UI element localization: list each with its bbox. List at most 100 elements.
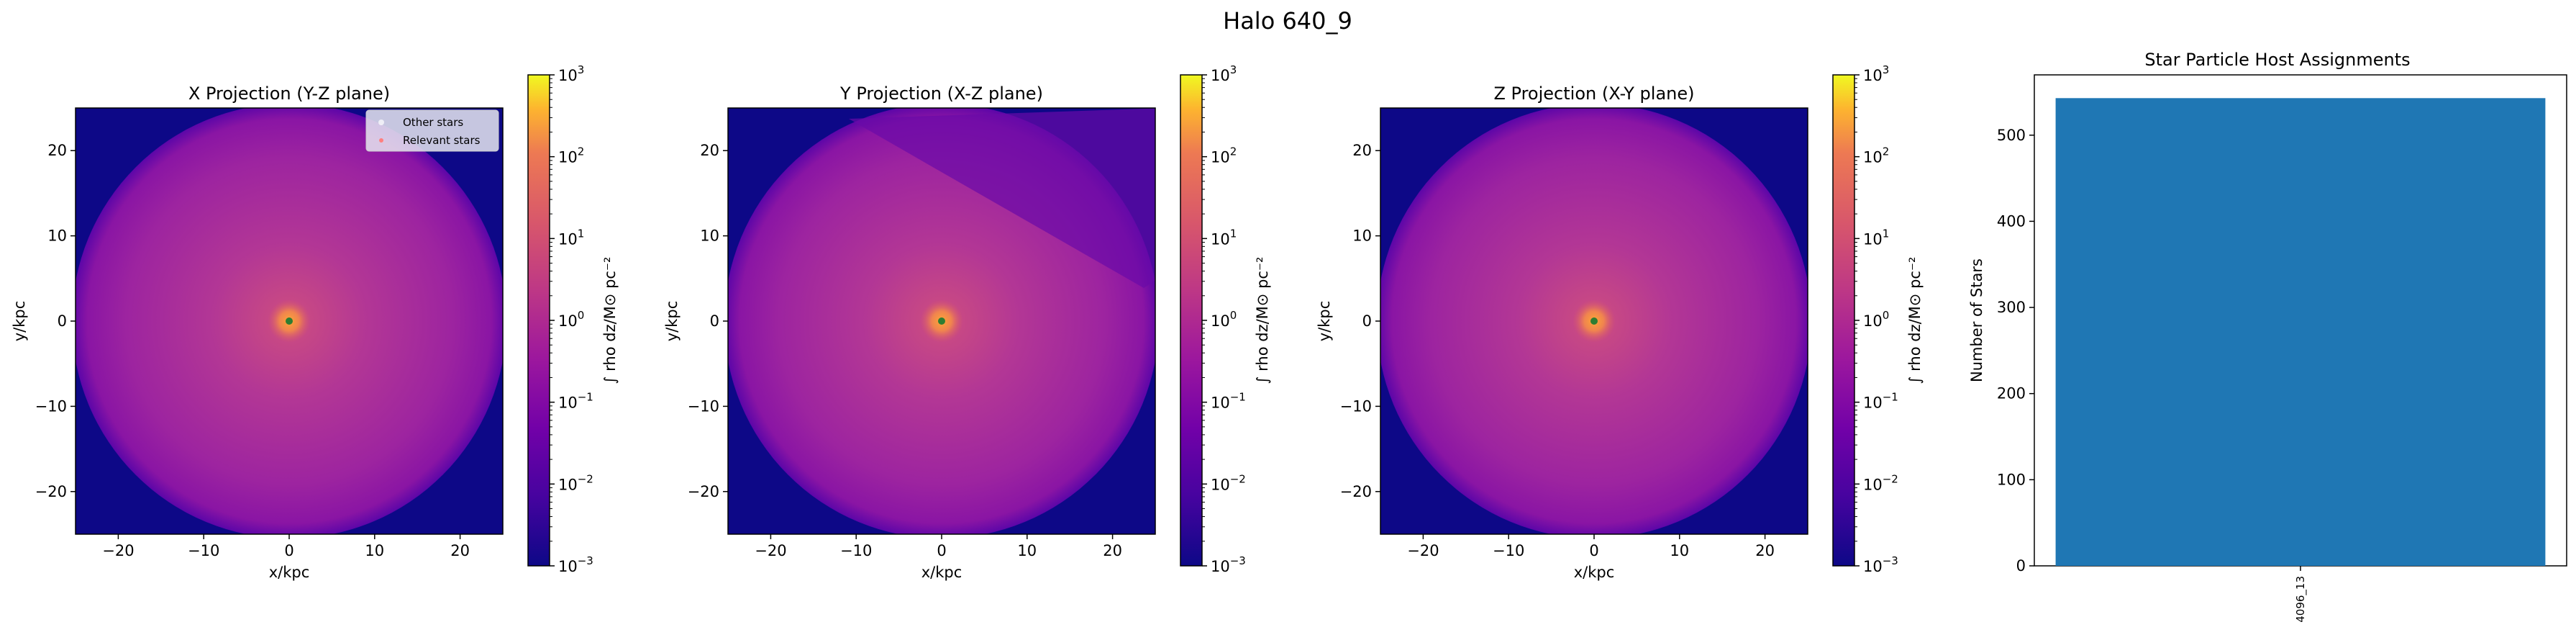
colorbar bbox=[527, 74, 550, 567]
colorbar-tick-label: 10−1 bbox=[558, 391, 593, 412]
y-tick-label: −20 bbox=[1340, 483, 1372, 500]
colorbar-tick-label: 103 bbox=[558, 63, 584, 84]
y-axis-label: y/kpc bbox=[11, 301, 28, 342]
x-tick-label: 0 bbox=[284, 542, 293, 559]
y-tick-label: 10 bbox=[47, 227, 67, 245]
y-tick-label: 0 bbox=[1362, 312, 1372, 330]
colorbar-tick-label: 101 bbox=[1863, 227, 1889, 248]
relevant-stars-marker bbox=[938, 317, 945, 325]
y-ticks: −20 −10 0 10 20 bbox=[35, 142, 76, 500]
colorbar-tick-label: 100 bbox=[558, 309, 584, 330]
x-axis-label: x/kpc bbox=[1574, 564, 1615, 581]
bar-y-tick-label: 400 bbox=[1997, 212, 2026, 230]
bar-y-tick-label: 300 bbox=[1997, 299, 2026, 316]
relevant-stars-marker bbox=[286, 317, 293, 325]
colorbar-tick-label: 10−1 bbox=[1863, 391, 1898, 412]
panel-title: X Projection (Y-Z plane) bbox=[188, 84, 390, 104]
colorbar-ticks: 103 102 101 100 10−1 10−2 10−3 bbox=[1854, 63, 1898, 575]
panel-z-projection: Z Projection (X-Y plane) x/kpc y/kpc −20… bbox=[1316, 63, 1924, 581]
colorbar-tick-label: 10−2 bbox=[1863, 472, 1898, 493]
y-tick-label: −10 bbox=[35, 397, 67, 415]
colorbar-tick-label: 10−2 bbox=[1211, 472, 1246, 493]
x-tick-label: −20 bbox=[1407, 542, 1439, 559]
y-axis-label: y/kpc bbox=[1316, 301, 1333, 342]
x-tick-label: −10 bbox=[188, 542, 219, 559]
bar-y-tick-label: 200 bbox=[1997, 385, 2026, 402]
colorbar-ticks: 103 102 101 100 10−1 10−2 10−3 bbox=[1202, 63, 1246, 575]
x-tick-label: −10 bbox=[1493, 542, 1524, 559]
x-tick-label: 20 bbox=[1755, 542, 1775, 559]
x-tick-label: 20 bbox=[1103, 542, 1122, 559]
colorbar-tick-label: 10−2 bbox=[558, 472, 593, 493]
x-tick-label: −20 bbox=[755, 542, 786, 559]
x-axis-label: x/kpc bbox=[921, 564, 962, 581]
colorbar-tick-label: 102 bbox=[558, 145, 584, 166]
density-shadow-region bbox=[849, 108, 1155, 288]
y-tick-label: 10 bbox=[1352, 227, 1372, 245]
colorbar-tick-label: 100 bbox=[1863, 309, 1889, 330]
colorbar-tick-label: 10−3 bbox=[1863, 554, 1898, 575]
y-tick-label: 20 bbox=[47, 142, 67, 159]
y-tick-label: 10 bbox=[700, 227, 719, 245]
colorbar-tick-label: 100 bbox=[1211, 309, 1237, 330]
y-tick-label: −10 bbox=[688, 397, 719, 415]
colorbar-tick-label: 101 bbox=[1211, 227, 1237, 248]
relevant-stars-marker bbox=[1590, 317, 1598, 325]
x-tick-label: 20 bbox=[450, 542, 470, 559]
colorbar-tick-label: 10−3 bbox=[1211, 554, 1246, 575]
panel-title: Z Projection (X-Y plane) bbox=[1493, 84, 1694, 104]
x-ticks: −20 −10 0 10 20 bbox=[1407, 534, 1775, 559]
colorbar-tick-label: 10−3 bbox=[558, 554, 593, 575]
bar bbox=[2055, 98, 2546, 566]
legend-label-relevant: Relevant stars bbox=[403, 134, 481, 147]
x-ticks: −20 −10 0 10 20 bbox=[755, 534, 1122, 559]
x-tick-label: 10 bbox=[365, 542, 384, 559]
colorbar-tick-label: 102 bbox=[1863, 145, 1889, 166]
panel-y-projection: Y Projection (X-Z plane) x/kpc y/kpc −20… bbox=[663, 63, 1271, 581]
x-ticks: −20 −10 0 10 20 bbox=[102, 534, 470, 559]
x-axis-label: x/kpc bbox=[269, 564, 310, 581]
panel-x-projection: X Projection (Y-Z plane) Other stars Rel… bbox=[11, 63, 619, 581]
y-tick-label: 20 bbox=[700, 142, 719, 159]
legend-marker-relevant bbox=[379, 138, 383, 143]
panel-host-assignments: Star Particle Host Assignments Number of… bbox=[1968, 50, 2567, 623]
bar-y-axis-label: Number of Stars bbox=[1968, 258, 1985, 382]
y-tick-label: −20 bbox=[688, 483, 719, 500]
x-tick-label: −10 bbox=[840, 542, 872, 559]
y-tick-label: 20 bbox=[1352, 142, 1372, 159]
colorbar-tick-label: 103 bbox=[1863, 63, 1889, 84]
bar-x-tick-label: 4096_13 bbox=[2294, 576, 2308, 623]
bar-marks bbox=[2055, 98, 2546, 566]
bar-y-ticks: 0 100 200 300 400 500 bbox=[1997, 127, 2034, 574]
x-tick-label: 0 bbox=[937, 542, 946, 559]
colorbar bbox=[1180, 74, 1203, 567]
figure-title: Halo 640_9 bbox=[1223, 7, 1352, 35]
colorbar-tick-label: 101 bbox=[558, 227, 584, 248]
colorbar bbox=[1832, 74, 1855, 567]
y-tick-label: −20 bbox=[35, 483, 67, 500]
x-tick-label: 10 bbox=[1017, 542, 1037, 559]
y-tick-label: 0 bbox=[710, 312, 719, 330]
colorbar-label: ∫ rho dz/M⊙ pc⁻² bbox=[1254, 257, 1271, 384]
legend-label-other: Other stars bbox=[403, 116, 463, 129]
colorbar-tick-label: 103 bbox=[1211, 63, 1237, 84]
bar-y-tick-label: 0 bbox=[2016, 557, 2026, 574]
bar-y-tick-label: 500 bbox=[1997, 127, 2026, 144]
colorbar-ticks: 103 102 101 100 10−1 10−2 10−3 bbox=[550, 63, 593, 575]
y-ticks: −20 −10 0 10 20 bbox=[1340, 142, 1380, 500]
bar-chart-title: Star Particle Host Assignments bbox=[2144, 50, 2410, 70]
colorbar-tick-label: 10−1 bbox=[1211, 391, 1246, 412]
colorbar-tick-label: 102 bbox=[1211, 145, 1237, 166]
legend: Other stars Relevant stars bbox=[365, 109, 499, 152]
bar-y-tick-label: 100 bbox=[1997, 471, 2026, 488]
colorbar-label: ∫ rho dz/M⊙ pc⁻² bbox=[1906, 257, 1924, 384]
colorbar-label: ∫ rho dz/M⊙ pc⁻² bbox=[601, 257, 619, 384]
y-axis-label: y/kpc bbox=[663, 301, 681, 342]
x-tick-label: 10 bbox=[1670, 542, 1689, 559]
panel-title: Y Projection (X-Z plane) bbox=[839, 84, 1043, 104]
legend-marker-other bbox=[378, 120, 384, 125]
y-tick-label: −10 bbox=[1340, 397, 1372, 415]
x-tick-label: −20 bbox=[102, 542, 134, 559]
bar-x-ticks: 4096_13 bbox=[2294, 566, 2308, 623]
